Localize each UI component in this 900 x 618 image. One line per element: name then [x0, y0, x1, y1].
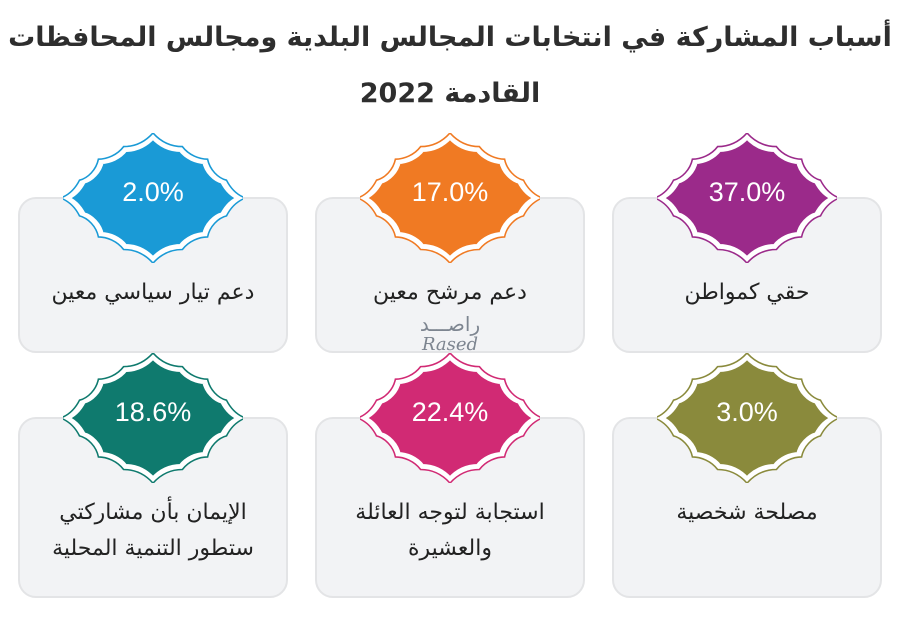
reason-label: استجابة لتوجه العائلة والعشيرة — [355, 500, 545, 561]
percentage-value: 3.0% — [716, 397, 778, 427]
reason-label: الإيمان بأن مشاركتي ستطور التنمية المحلي… — [52, 500, 254, 561]
percentage-value: 22.4% — [411, 397, 489, 427]
page-title: أسباب المشاركة في انتخابات المجالس البلد… — [8, 22, 892, 109]
reason-card: 3.0% مصلحة شخصية — [612, 353, 882, 598]
rased-watermark: راصـــد Rased — [395, 312, 505, 355]
percentage-value: 18.6% — [114, 397, 192, 427]
ornament-badge-shape — [360, 133, 540, 263]
watermark-latin: Rased — [421, 334, 479, 355]
percentage-badge: 22.4% — [360, 353, 540, 483]
ornament-badge-shape — [657, 353, 837, 483]
reason-card: 22.4% استجابة لتوجه العائلة والعشيرة — [315, 353, 585, 598]
reason-card: 37.0% حقي كمواطن — [612, 133, 882, 353]
reason-card: 17.0% دعم مرشح معين — [315, 133, 585, 353]
watermark-arabic: راصـــد — [419, 312, 481, 336]
ornament-badge-shape — [63, 353, 243, 483]
reason-label: دعم مرشح معين — [373, 280, 527, 305]
reason-card: 2.0% دعم تيار سياسي معين — [18, 133, 288, 353]
percentage-badge: 2.0% — [63, 133, 243, 263]
ornament-badge-shape — [360, 353, 540, 483]
reason-label: حقي كمواطن — [684, 280, 810, 305]
ornament-badge-shape — [63, 133, 243, 263]
cards-grid: 37.0% حقي كمواطن 17.0% دعم مرشح معين 2.0% دعم… — [18, 133, 882, 598]
reason-card: 18.6% الإيمان بأن مشاركتي ستطور التنمية ا… — [18, 353, 288, 598]
reason-label: دعم تيار سياسي معين — [51, 280, 255, 305]
percentage-value: 17.0% — [411, 177, 489, 207]
percentage-badge: 37.0% — [657, 133, 837, 263]
percentage-badge: 3.0% — [657, 353, 837, 483]
reason-label: مصلحة شخصية — [676, 500, 818, 525]
percentage-badge: 18.6% — [63, 353, 243, 483]
percentage-value: 2.0% — [122, 177, 184, 207]
percentage-badge: 17.0% — [360, 133, 540, 263]
ornament-badge-shape — [657, 133, 837, 263]
percentage-value: 37.0% — [708, 177, 786, 207]
